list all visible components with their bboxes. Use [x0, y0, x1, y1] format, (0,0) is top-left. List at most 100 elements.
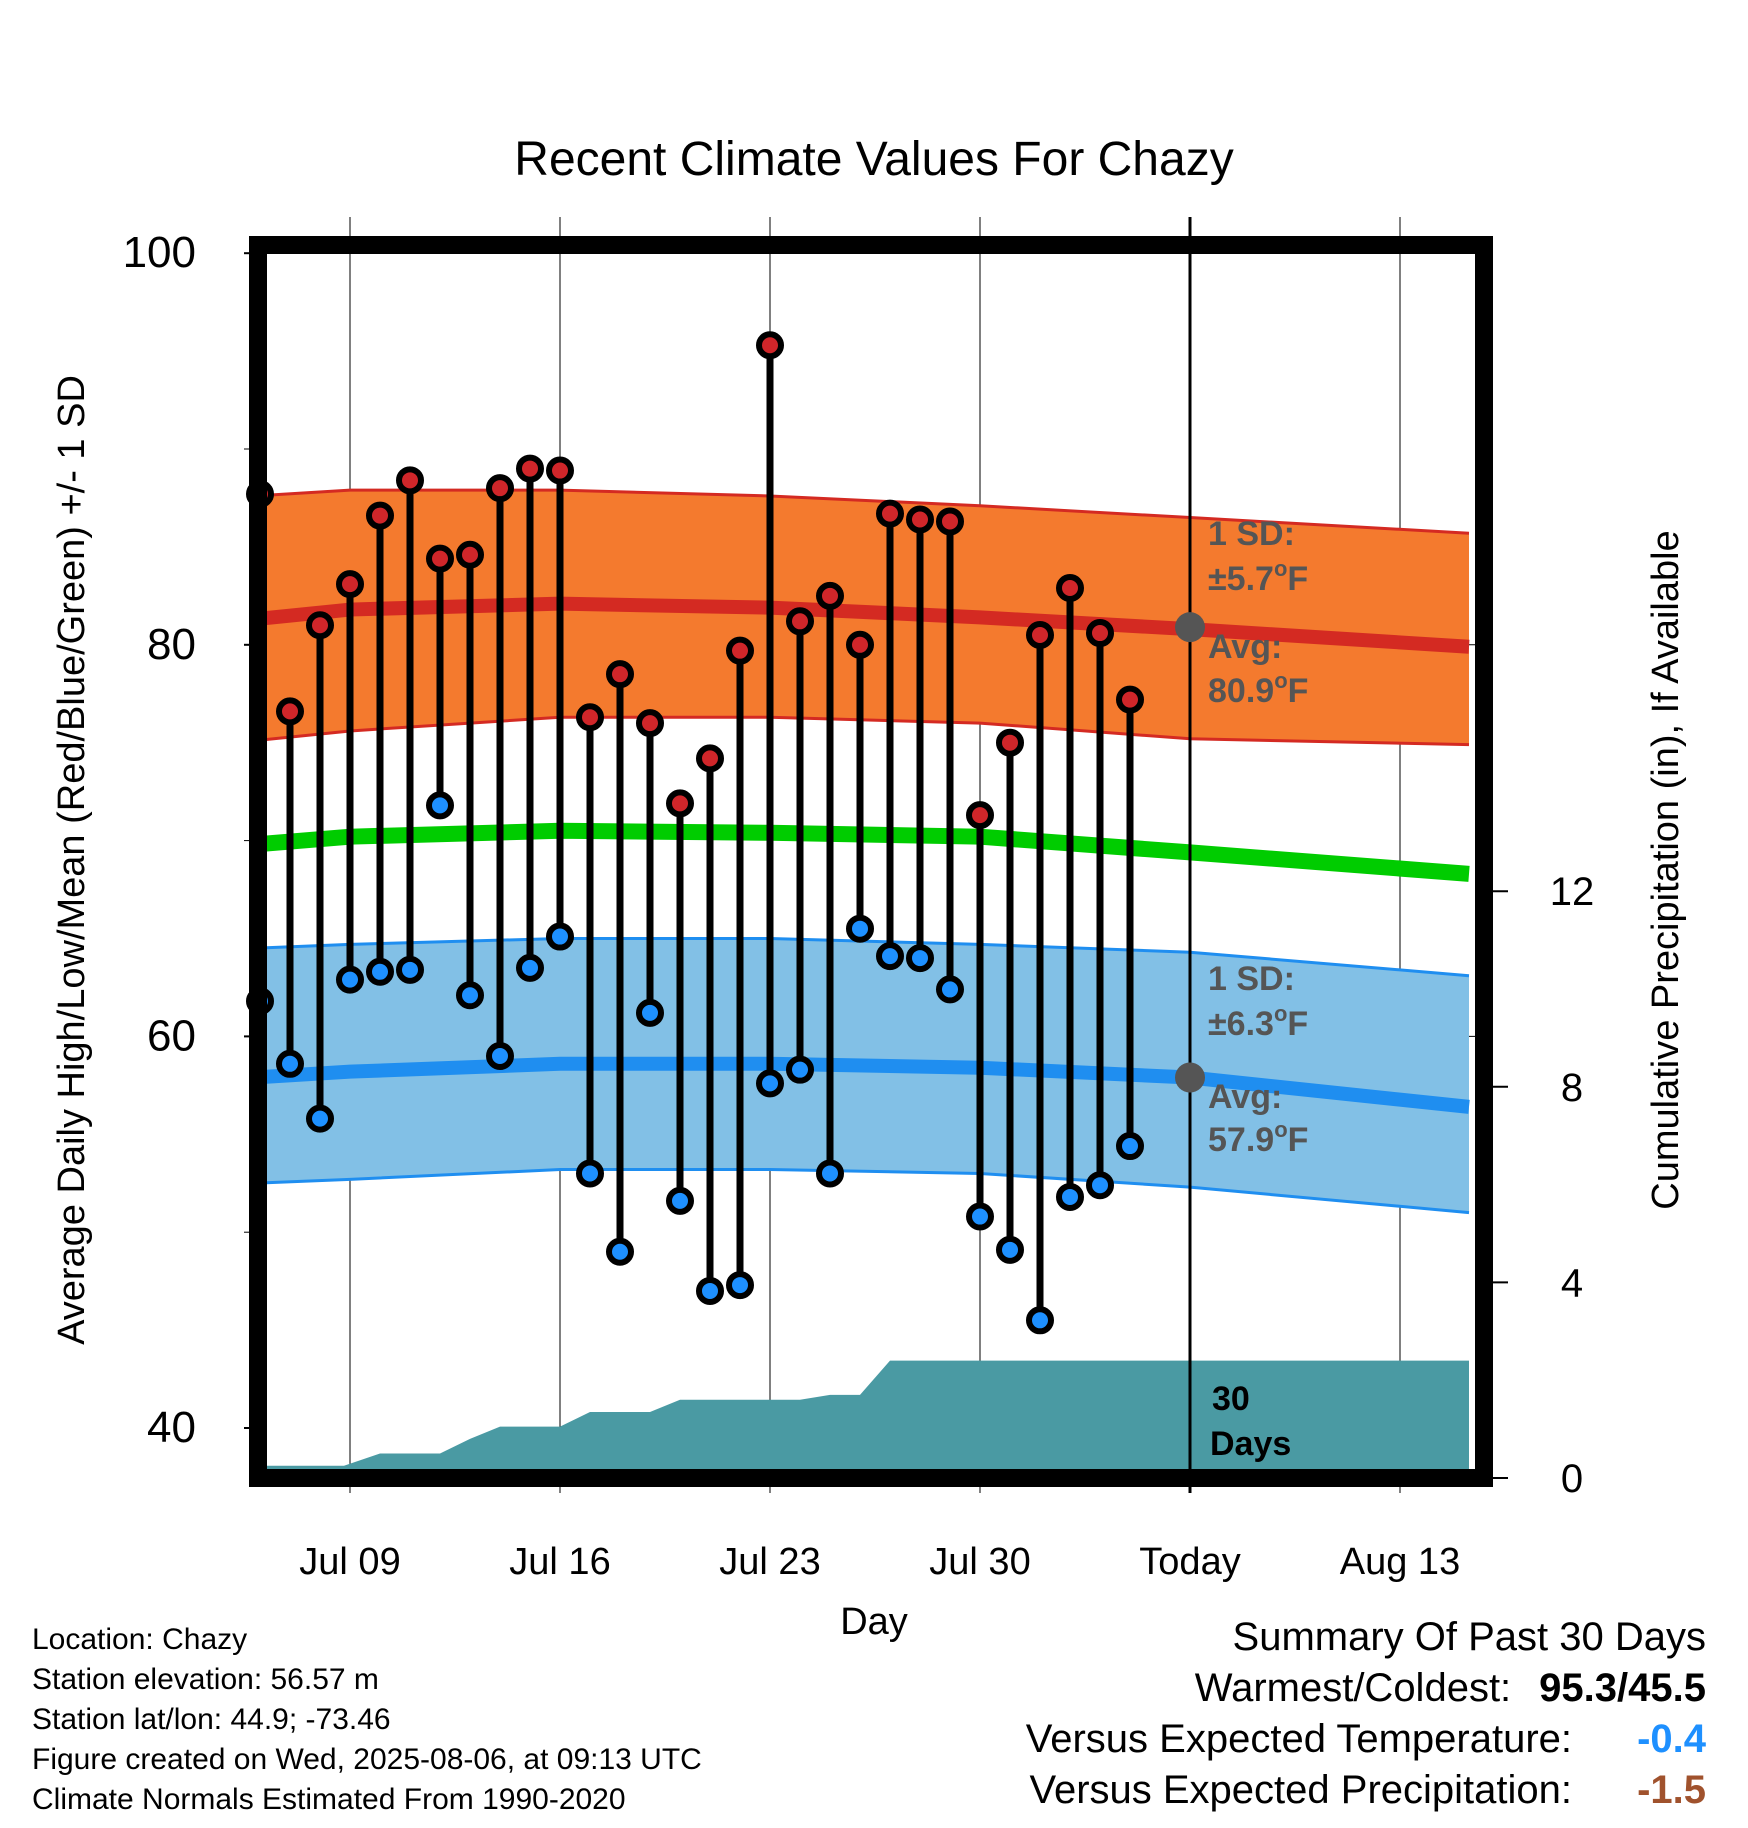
low-sd-band [254, 938, 1469, 1213]
high-sd-value: ±5.7oF [1208, 556, 1308, 598]
low-sd-title: 1 SD: [1208, 960, 1295, 998]
high-point [786, 607, 814, 636]
high-point [1086, 619, 1114, 648]
x-tick-label: Today [1139, 1541, 1240, 1583]
x-tick-label: Jul 23 [719, 1541, 820, 1583]
y2-tick-label: 4 [1561, 1261, 1583, 1305]
high-point [486, 474, 514, 503]
low-avg-value: 57.9oF [1208, 1117, 1308, 1159]
high-point [516, 454, 544, 483]
days-label-text: Days [1210, 1425, 1291, 1463]
days-label-number: 30 [1212, 1380, 1250, 1418]
low-point [606, 1237, 634, 1266]
low-point [696, 1276, 724, 1305]
x-axis-label: Day [840, 1601, 908, 1643]
high-point [816, 581, 844, 610]
plot-frame [249, 236, 1493, 1487]
precip-departure-label: Versus Expected Precipitation: [1029, 1768, 1572, 1812]
location-text: Location: Chazy [32, 1623, 248, 1656]
today-high-normal-marker [1175, 612, 1205, 643]
summary-warmest-coldest: Warmest/Coldest: 95.3/45.5 [1026, 1663, 1706, 1714]
high-point [726, 636, 754, 665]
x-tick-label: Aug 13 [1340, 1541, 1460, 1583]
low-point [726, 1271, 754, 1300]
warmest-coldest-value: 95.3/45.5 [1539, 1666, 1706, 1710]
y-tick-label: 60 [147, 1011, 196, 1060]
station-info: Location: Chazy Station elevation: 56.57… [32, 1620, 702, 1820]
high-point [846, 630, 874, 659]
high-point [276, 697, 304, 726]
low-point [636, 998, 664, 1027]
x-tick-label: Jul 09 [299, 1541, 400, 1583]
high-point [426, 544, 454, 573]
low-point [276, 1049, 304, 1078]
y-tick-label: 80 [147, 620, 196, 669]
low-point [966, 1202, 994, 1231]
x-tick-label: Jul 16 [509, 1541, 610, 1583]
precip-area [254, 1360, 1469, 1478]
y-tick-label: 100 [123, 228, 196, 277]
low-point [1086, 1171, 1114, 1200]
low-point [666, 1186, 694, 1215]
low-point [996, 1235, 1024, 1264]
low-point [306, 1104, 334, 1133]
high-point [756, 331, 784, 360]
low-sd-value: ±6.3oF [1208, 1001, 1308, 1043]
today-low-normal-marker [1175, 1062, 1205, 1093]
low-point [486, 1041, 514, 1070]
low-point [936, 975, 964, 1004]
high-point [876, 499, 904, 528]
high-point [1116, 685, 1144, 714]
high-point [696, 744, 724, 773]
low-point [366, 957, 394, 986]
high-point [306, 611, 334, 640]
high-point [396, 466, 424, 495]
high-point [1026, 621, 1054, 650]
chart-title: Recent Climate Values For Chazy [514, 133, 1233, 186]
low-point [546, 922, 574, 951]
low-point [1116, 1132, 1144, 1161]
high-point [366, 501, 394, 530]
low-point [576, 1159, 604, 1188]
y2-axis-label: Cumulative Precipitation (in), If Availa… [1645, 530, 1687, 1209]
low-point [456, 981, 484, 1010]
summary-precipitation: Versus Expected Precipitation: -1.5 [1026, 1765, 1706, 1816]
y-tick-label: 40 [147, 1403, 196, 1452]
high-point [666, 789, 694, 818]
low-point [1026, 1306, 1054, 1335]
low-point [876, 942, 904, 971]
normals-text: Climate Normals Estimated From 1990-2020 [32, 1783, 626, 1816]
low-point [336, 965, 364, 994]
low-point [786, 1055, 814, 1084]
summary-title: Summary Of Past 30 Days [1232, 1615, 1706, 1659]
low-point [426, 791, 454, 820]
low-point [396, 955, 424, 984]
high-point [456, 540, 484, 569]
y2-tick-label: 0 [1561, 1457, 1583, 1501]
high-point [996, 728, 1024, 757]
low-avg-title: Avg: [1208, 1078, 1282, 1116]
high-point [936, 507, 964, 536]
elevation-text: Station elevation: 56.57 m [32, 1663, 379, 1696]
warmest-coldest-label: Warmest/Coldest: [1194, 1666, 1512, 1710]
precip-departure-value: -1.5 [1637, 1768, 1706, 1812]
high-point [636, 709, 664, 738]
created-text: Figure created on Wed, 2025-08-06, at 09… [32, 1743, 702, 1776]
x-tick-label: Jul 30 [929, 1541, 1030, 1583]
summary-temperature: Versus Expected Temperature: -0.4 [1026, 1714, 1706, 1765]
y-axis-label: Average Daily High/Low/Mean (Red/Blue/Gr… [51, 375, 93, 1345]
low-point [906, 944, 934, 973]
summary-panel: Summary Of Past 30 Days Warmest/Coldest:… [1026, 1612, 1706, 1816]
high-avg-title: Avg: [1208, 628, 1282, 666]
low-point [1056, 1182, 1084, 1211]
low-point [816, 1159, 844, 1188]
temp-departure-value: -0.4 [1637, 1717, 1706, 1761]
high-point [576, 703, 604, 732]
high-point [1056, 574, 1084, 603]
low-point [756, 1069, 784, 1098]
temp-departure-label: Versus Expected Temperature: [1025, 1717, 1572, 1761]
high-sd-title: 1 SD: [1208, 515, 1295, 553]
high-point [606, 660, 634, 689]
